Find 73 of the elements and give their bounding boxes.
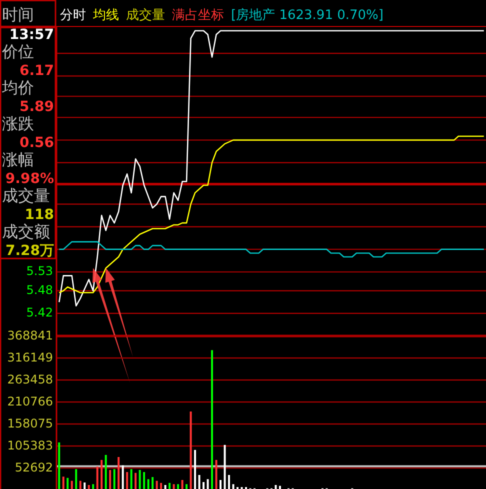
- bar: [160, 482, 162, 489]
- bar: [215, 460, 218, 489]
- bar: [118, 457, 120, 489]
- text: 5.89: [19, 99, 54, 115]
- bar: [152, 477, 154, 489]
- y-tick-label: 210766: [7, 394, 53, 408]
- bar: [88, 484, 90, 489]
- bar: [109, 470, 112, 489]
- text: 成交量: [2, 186, 50, 205]
- text: 均线: [92, 8, 119, 23]
- bar: [206, 479, 209, 489]
- bar: [156, 480, 158, 489]
- bar: [172, 484, 175, 489]
- bar: [134, 472, 137, 489]
- bar: [198, 474, 200, 489]
- bar: [75, 469, 78, 489]
- bar: [274, 484, 277, 489]
- y-tick-label: 263458: [7, 372, 53, 386]
- y-tick-label: 158075: [7, 416, 53, 430]
- text: 0.56: [19, 135, 54, 151]
- y-tick-label: 368841: [7, 328, 53, 342]
- text: 7.28万: [5, 243, 54, 259]
- bar: [130, 469, 132, 489]
- bar: [181, 480, 184, 489]
- text: 9.98%: [5, 171, 54, 187]
- text: 13:57: [9, 27, 54, 43]
- text: 成交额: [2, 222, 50, 241]
- text: 时间: [2, 5, 34, 24]
- bar: [232, 484, 234, 489]
- bar: [100, 460, 103, 489]
- bar: [147, 479, 150, 489]
- text: 满占坐标: [172, 8, 224, 23]
- bar: [79, 480, 82, 489]
- text: 6.17: [19, 63, 54, 79]
- text: [房地产 1623.91 0.70%]: [231, 7, 384, 23]
- bar: [84, 482, 86, 489]
- bar: [168, 482, 171, 489]
- y-tick-label: 5.48: [26, 283, 53, 298]
- bar: [92, 484, 94, 489]
- bar: [126, 472, 128, 489]
- bar: [122, 465, 124, 489]
- bar: [211, 350, 214, 489]
- bar: [138, 470, 141, 489]
- bar: [202, 482, 205, 489]
- bar: [66, 478, 69, 489]
- text: 均价: [1, 78, 34, 97]
- bar: [224, 444, 226, 489]
- y-tick-label: 52692: [14, 460, 53, 474]
- bar: [186, 484, 188, 489]
- y-tick-label: 5.53: [26, 264, 53, 278]
- bar: [104, 454, 107, 489]
- text: 成交量: [126, 7, 165, 23]
- y-tick-label: 316149: [7, 350, 53, 364]
- bar: [143, 472, 146, 489]
- text: 118: [24, 207, 54, 223]
- bar: [96, 466, 98, 489]
- bar: [70, 480, 73, 489]
- bar: [58, 442, 60, 489]
- bar: [113, 469, 116, 489]
- y-tick-label: 5.42: [26, 306, 53, 320]
- text: 涨跌: [2, 114, 34, 133]
- text: 分时: [60, 8, 86, 23]
- y-tick-label: 105383: [7, 438, 53, 452]
- text: 涨幅: [2, 150, 34, 169]
- bar: [177, 484, 180, 489]
- bar: [228, 474, 230, 489]
- bar: [278, 486, 281, 489]
- bar: [194, 450, 196, 489]
- bar: [190, 412, 192, 489]
- bar: [164, 484, 166, 489]
- bar: [220, 480, 222, 489]
- text: 价位: [1, 42, 34, 61]
- bar: [62, 476, 64, 489]
